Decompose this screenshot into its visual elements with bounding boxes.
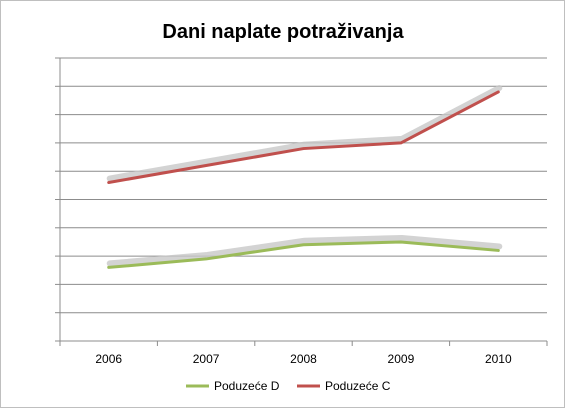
legend-label: Poduzeće D (214, 379, 280, 393)
series-line (107, 240, 500, 269)
axes (55, 57, 548, 346)
series-shadow (106, 84, 503, 182)
chart-title: Dani naplate potraživanja (162, 21, 404, 43)
series-layer (106, 84, 503, 269)
series-line (107, 90, 500, 185)
x-tick-label: 2010 (485, 352, 512, 366)
x-tick-labels: 2006 2007 2008 2009 2010 (95, 352, 512, 366)
legend-label: Poduzeće C (325, 379, 391, 393)
legend: Poduzeće D Poduzeće C (186, 379, 391, 393)
series-shadow (106, 234, 503, 267)
x-tick-label: 2007 (193, 352, 220, 366)
x-tick-label: 2008 (290, 352, 317, 366)
x-tick-label: 2009 (388, 352, 415, 366)
x-tick-label: 2006 (95, 352, 122, 366)
